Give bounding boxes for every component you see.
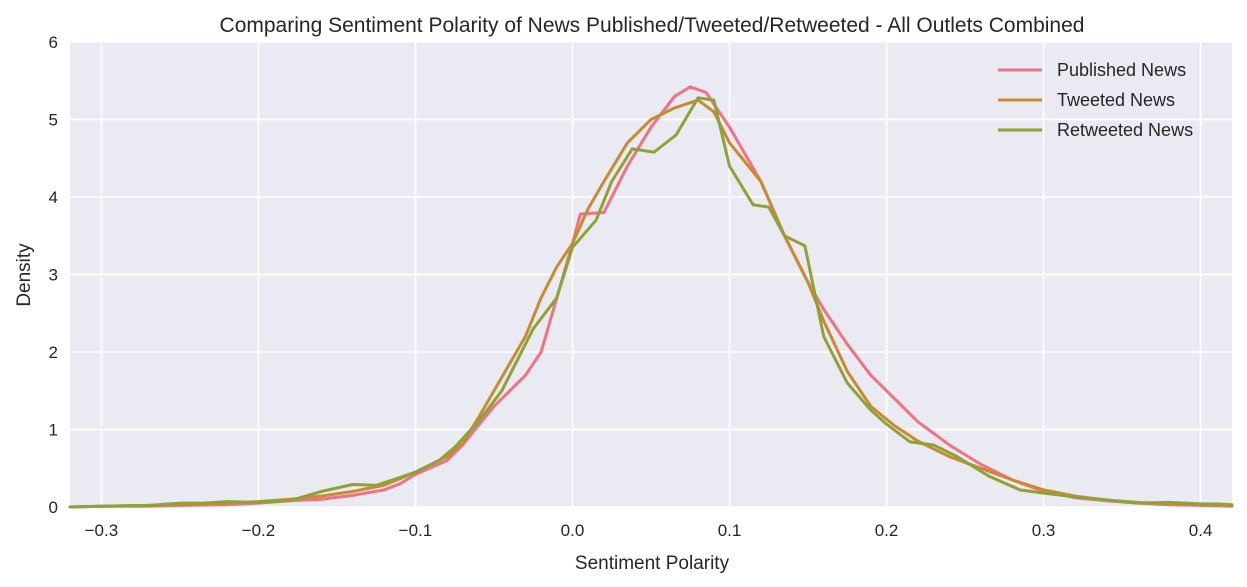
legend: Published News Tweeted News Retweeted News [998, 60, 1193, 140]
series-line-tweeted-news [68, 98, 1234, 509]
y-tick-label: 3 [49, 266, 58, 285]
series-line-retweeted-news [68, 96, 1234, 509]
legend-label: Retweeted News [1057, 120, 1193, 140]
series-layer [68, 85, 1234, 509]
x-tick-label: 0.3 [1032, 521, 1056, 540]
y-tick-label: 2 [49, 343, 58, 362]
x-tick-label: 0.1 [718, 521, 742, 540]
y-axis-label: Density [14, 243, 35, 307]
y-tick-label: 1 [49, 421, 58, 440]
x-tick-label: −0.3 [85, 521, 119, 540]
y-tick-labels: 0 1 2 3 4 5 6 [49, 33, 58, 517]
x-tick-label: −0.2 [242, 521, 276, 540]
x-tick-label: 0.2 [875, 521, 899, 540]
y-tick-label: 4 [49, 188, 58, 207]
y-tick-label: 6 [49, 33, 58, 52]
chart-title: Comparing Sentiment Polarity of News Pub… [220, 14, 1085, 37]
legend-label: Tweeted News [1057, 90, 1175, 110]
legend-label: Published News [1057, 60, 1186, 80]
y-tick-label: 5 [49, 111, 58, 130]
x-tick-label: 0.0 [561, 521, 585, 540]
x-tick-label: −0.1 [399, 521, 433, 540]
series-line-published-news [68, 85, 1234, 509]
x-tick-labels: −0.3 −0.2 −0.1 0.0 0.1 0.2 0.3 0.4 [85, 521, 1213, 540]
x-axis-label: Sentiment Polarity [575, 553, 730, 574]
y-tick-label: 0 [49, 498, 58, 517]
x-tick-label: 0.4 [1189, 521, 1213, 540]
